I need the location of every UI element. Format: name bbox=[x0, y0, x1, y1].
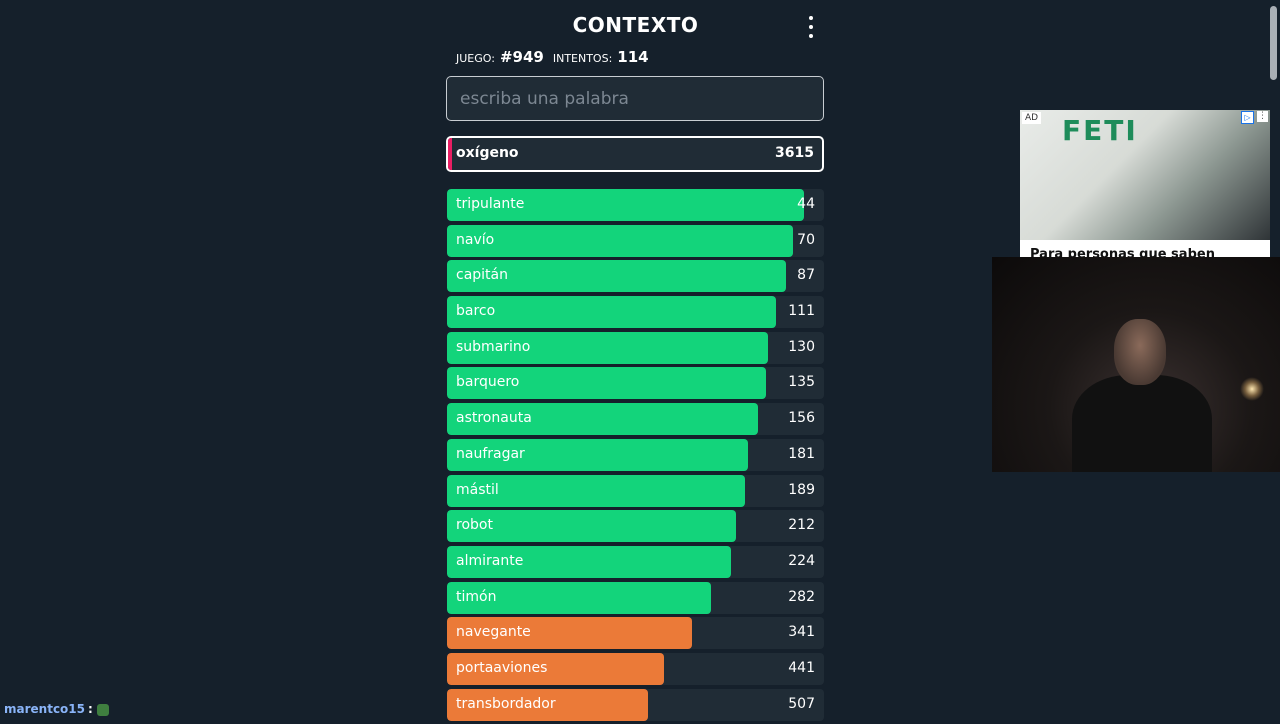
ad-image[interactable]: FETI bbox=[1020, 110, 1270, 240]
webcam-overlay bbox=[992, 257, 1280, 472]
guess-proximity-bar bbox=[447, 296, 777, 329]
guess-rank: 212 bbox=[788, 517, 815, 534]
page-title: CONTEXTO bbox=[572, 13, 699, 37]
chat-message: marentco15: bbox=[4, 702, 109, 716]
guess-row: submarino 130 bbox=[447, 331, 824, 364]
guess-rank: 70 bbox=[797, 231, 815, 248]
guess-rank: 135 bbox=[788, 374, 815, 391]
guess-rank: 87 bbox=[797, 267, 815, 284]
info-icon[interactable]: ▷ bbox=[1241, 111, 1254, 124]
guess-row: barco 111 bbox=[447, 296, 824, 329]
guess-word: astronauta bbox=[456, 410, 532, 427]
guess-proximity-bar bbox=[447, 581, 711, 614]
guess-proximity-bar bbox=[447, 189, 805, 221]
guess-word: navío bbox=[456, 231, 495, 248]
guess-word: mástil bbox=[456, 481, 499, 498]
guess-word: barquero bbox=[456, 374, 520, 391]
last-guess-row: oxígeno 3615 bbox=[446, 136, 824, 172]
guess-proximity-bar bbox=[447, 438, 748, 471]
guess-row: almirante 224 bbox=[447, 545, 824, 578]
header: CONTEXTO bbox=[447, 0, 824, 52]
guess-word: almirante bbox=[456, 552, 524, 569]
chat-username: marentco15 bbox=[4, 702, 85, 716]
guess-row: astronauta 156 bbox=[447, 403, 824, 436]
guess-rank: 441 bbox=[788, 659, 815, 676]
more-options-icon[interactable] bbox=[804, 16, 818, 38]
guess-word: timón bbox=[456, 588, 497, 605]
guess-word: barco bbox=[456, 303, 496, 320]
guess-proximity-bar bbox=[447, 688, 648, 721]
guess-proximity-bar bbox=[447, 510, 737, 543]
guess-rank: 224 bbox=[788, 552, 815, 569]
guess-proximity-bar bbox=[447, 474, 745, 507]
guess-word: capitán bbox=[456, 267, 508, 284]
game-number: #949 bbox=[499, 48, 544, 66]
guess-proximity-bar bbox=[447, 545, 732, 578]
guess-word: transbordador bbox=[456, 695, 556, 712]
guess-row: capitán 87 bbox=[447, 260, 824, 293]
guess-list: tripulante 44 navío 70 capitán 87 barco 111 subm… bbox=[447, 189, 824, 724]
guess-proximity-bar bbox=[447, 224, 794, 257]
guess-row: timón 282 bbox=[447, 581, 824, 614]
guess-word: navegante bbox=[456, 624, 531, 641]
game-label: JUEGO: bbox=[456, 52, 495, 65]
guess-word: naufragar bbox=[456, 445, 525, 462]
chat-separator: : bbox=[88, 702, 93, 716]
ad-badge: AD bbox=[1022, 112, 1042, 124]
guess-rank: 111 bbox=[788, 303, 815, 320]
guess-row: naufragar 181 bbox=[447, 438, 824, 471]
guess-rank: 44 bbox=[797, 196, 815, 212]
streamer-head bbox=[1114, 319, 1166, 385]
guess-row: portaaviones 441 bbox=[447, 652, 824, 685]
last-guess-word: oxígeno bbox=[456, 145, 519, 161]
scrollbar[interactable] bbox=[1270, 6, 1277, 80]
emote-icon bbox=[96, 703, 109, 716]
guess-word: robot bbox=[456, 517, 493, 534]
guess-row: mástil 189 bbox=[447, 474, 824, 507]
guess-rank: 507 bbox=[788, 695, 815, 712]
guess-proximity-bar bbox=[447, 331, 769, 364]
last-guess-accent bbox=[448, 138, 452, 170]
game-stats: JUEGO: #949 INTENTOS: 114 bbox=[456, 48, 658, 70]
guess-proximity-bar bbox=[447, 260, 786, 293]
guess-proximity-bar bbox=[447, 652, 664, 685]
guess-rank: 282 bbox=[788, 588, 815, 605]
last-guess-rank: 3615 bbox=[775, 145, 814, 161]
guess-proximity-bar bbox=[447, 617, 693, 650]
guess-rank: 181 bbox=[788, 445, 815, 462]
guess-row: robot 212 bbox=[447, 510, 824, 543]
guess-row: navío 70 bbox=[447, 224, 824, 257]
streamer-figure bbox=[1072, 375, 1212, 472]
guess-word: tripulante bbox=[456, 196, 525, 212]
advertisement[interactable]: FETI AD ▷ ⋮ Para personas que saben bbox=[1020, 110, 1270, 257]
guess-rank: 189 bbox=[788, 481, 815, 498]
guess-row: transbordador 507 bbox=[447, 688, 824, 721]
close-icon[interactable]: ⋮ bbox=[1257, 111, 1268, 122]
guess-row: navegante 341 bbox=[447, 617, 824, 650]
ad-brand-logo: FETI bbox=[1062, 114, 1138, 147]
word-input[interactable] bbox=[446, 76, 824, 121]
guess-word: portaaviones bbox=[456, 659, 548, 676]
attempts-label: INTENTOS: bbox=[552, 52, 613, 65]
guess-proximity-bar bbox=[447, 367, 767, 400]
background-light bbox=[1240, 377, 1264, 401]
guess-word: submarino bbox=[456, 338, 531, 355]
guess-proximity-bar bbox=[447, 403, 759, 436]
guess-rank: 341 bbox=[788, 624, 815, 641]
guess-rank: 130 bbox=[788, 338, 815, 355]
guess-rank: 156 bbox=[788, 410, 815, 427]
attempts-count: 114 bbox=[617, 48, 649, 66]
ad-headline[interactable]: Para personas que saben bbox=[1030, 247, 1215, 257]
guess-row: tripulante 44 bbox=[447, 189, 824, 221]
guess-row: barquero 135 bbox=[447, 367, 824, 400]
